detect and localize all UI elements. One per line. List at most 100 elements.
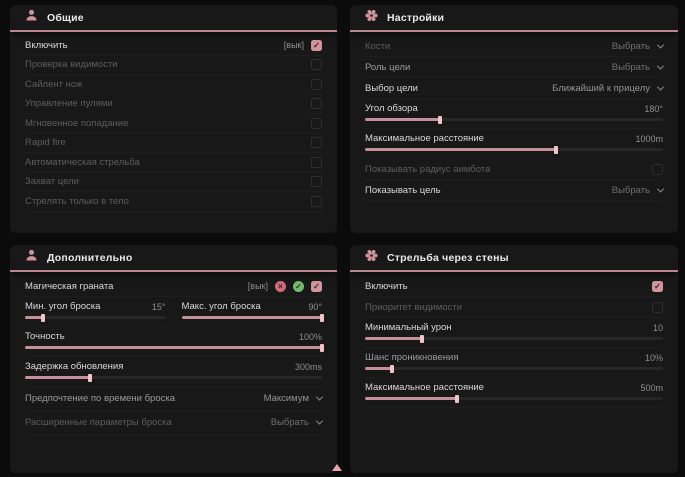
- panel-settings: Настройки Кости Выбрать Роль цели Выбрат…: [350, 5, 678, 233]
- toggle-row-bullet-control[interactable]: Управление пулями: [25, 95, 322, 114]
- toggle-label: Автоматическая стрельба: [25, 156, 140, 168]
- dropdown-row-advanced-throw[interactable]: Расширенные параметры броска Выбрать: [25, 411, 324, 435]
- slider-thumb[interactable]: [88, 373, 93, 382]
- chevron-down-icon: [315, 417, 324, 425]
- toggle-label: Сайлент нож: [25, 78, 83, 90]
- slider-thumb[interactable]: [320, 313, 324, 322]
- slider-value: 15°: [151, 301, 166, 312]
- checkbox[interactable]: [311, 59, 322, 71]
- panel-wallbang-header: Стрельба через стены: [350, 245, 678, 272]
- dropdown-label: Показывать цель: [365, 184, 441, 196]
- dropdown-row-bones[interactable]: Кости Выбрать: [365, 36, 665, 57]
- checkbox[interactable]: [652, 163, 663, 175]
- toggle-label: Включить: [25, 39, 68, 51]
- dropdown-value: Ближайший к прицелу: [552, 82, 650, 94]
- slider[interactable]: [365, 394, 663, 403]
- checkbox[interactable]: [311, 156, 322, 168]
- chevron-down-icon: [315, 393, 324, 401]
- toggle-row-auto-fire[interactable]: Автоматическая стрельба: [25, 153, 322, 173]
- x-icon[interactable]: ×: [275, 280, 286, 292]
- slider[interactable]: [365, 364, 663, 373]
- slider-row-fov: Угол обзора 180°: [365, 99, 663, 129]
- gear-icon: [365, 249, 378, 267]
- dropdown[interactable]: Выбрать: [270, 417, 324, 428]
- dropdown-value: Выбрать: [611, 184, 650, 196]
- panel-title: Дополнительно: [47, 251, 133, 264]
- slider-thumb[interactable]: [437, 115, 442, 124]
- cursor-indicator: [332, 464, 342, 471]
- toggle-row-magic-grenade[interactable]: Магическая граната [вык] × ✓: [25, 276, 322, 297]
- dropdown[interactable]: Ближайший к прицелу: [552, 82, 665, 94]
- dropdown-value: Выбрать: [270, 417, 309, 428]
- toggle-row-target-lock[interactable]: Захват цели: [25, 173, 322, 192]
- slider-thumb[interactable]: [41, 313, 46, 322]
- slider-value: 100%: [298, 331, 322, 342]
- toggle-row-enable[interactable]: Включить [вык]: [25, 36, 322, 56]
- checkbox[interactable]: [311, 137, 322, 149]
- dropdown[interactable]: Выбрать: [611, 184, 665, 196]
- panel-title: Общие: [47, 11, 84, 24]
- dropdown-label: Расширенные параметры броска: [25, 417, 172, 428]
- dropdown-row-target-role[interactable]: Роль цели Выбрать: [365, 57, 665, 78]
- slider-row-min-damage: Минимальный урон 10: [365, 318, 663, 348]
- slider-label: Минимальный урон: [365, 322, 452, 333]
- slider-thumb[interactable]: [419, 334, 424, 343]
- person-icon: [25, 249, 38, 267]
- slider-value: 300ms: [294, 361, 322, 372]
- toggle-row-show-aim-radius[interactable]: Показывать радиус аимбота: [365, 159, 663, 180]
- dropdown-row-show-target[interactable]: Показывать цель Выбрать: [365, 180, 665, 201]
- toggle-label: Приоритет видимости: [365, 301, 462, 313]
- slider[interactable]: [25, 343, 324, 352]
- check-icon[interactable]: ✓: [293, 280, 304, 292]
- chevron-down-icon: [656, 62, 665, 70]
- slider-label: Шанс проникновения: [365, 352, 459, 363]
- dropdown[interactable]: Выбрать: [612, 62, 665, 73]
- slider-label: Задержка обновления: [25, 361, 124, 372]
- checkbox[interactable]: [311, 98, 322, 110]
- slider[interactable]: [365, 145, 663, 154]
- slider-thumb[interactable]: [389, 364, 394, 373]
- slider-label: Угол обзора: [365, 103, 418, 114]
- slider[interactable]: [365, 334, 663, 343]
- panel-settings-header: Настройки: [350, 5, 678, 32]
- checkbox[interactable]: [652, 280, 663, 292]
- dropdown-label: Роль цели: [365, 61, 411, 73]
- checkbox[interactable]: [311, 280, 322, 292]
- dropdown-row-target-select[interactable]: Выбор цели Ближайший к прицелу: [365, 78, 665, 99]
- panel-title: Настройки: [387, 11, 445, 24]
- slider[interactable]: [25, 373, 322, 382]
- dropdown[interactable]: Максимум: [264, 393, 324, 404]
- slider-row-max-distance-wallbang: Максимальное расстояние 500m: [365, 378, 663, 408]
- slider-thumb[interactable]: [553, 145, 558, 154]
- toggle-row-body-only[interactable]: Стрелять только в тело: [25, 192, 322, 212]
- slider-row-max-distance: Максимальное расстояние 1000m: [365, 129, 663, 159]
- toggle-row-visibility-check[interactable]: Проверка видимости: [25, 56, 322, 75]
- toggle-row-visibility-priority[interactable]: Приоритет видимости: [365, 297, 663, 318]
- checkbox[interactable]: [311, 39, 322, 51]
- slider[interactable]: [181, 313, 324, 322]
- slider-label: Макс. угол броска: [181, 301, 261, 312]
- checkbox[interactable]: [311, 117, 322, 129]
- chevron-down-icon: [656, 83, 665, 91]
- toggle-row-rapid-fire[interactable]: Rapid fire: [25, 134, 322, 153]
- slider[interactable]: [25, 313, 166, 322]
- dropdown[interactable]: Выбрать: [612, 41, 665, 52]
- slider-thumb[interactable]: [320, 343, 324, 352]
- slider-label: Максимальное расстояние: [365, 382, 484, 393]
- checkbox[interactable]: [311, 176, 322, 188]
- toggle-row-enable-wallbang[interactable]: Включить: [365, 276, 663, 297]
- checkbox[interactable]: [311, 78, 322, 90]
- dropdown-row-throw-time-pref[interactable]: Предпочтение по времени броска Максимум: [25, 387, 324, 411]
- slider-label: Точность: [25, 331, 65, 342]
- panel-title: Стрельба через стены: [387, 251, 509, 264]
- slider-value: 10%: [644, 352, 663, 363]
- toggle-label: Магическая граната: [25, 280, 114, 292]
- slider-row-max-throw-angle: Макс. угол броска 90°: [181, 297, 324, 327]
- checkbox[interactable]: [652, 301, 663, 313]
- toggle-row-silent-knife[interactable]: Сайлент нож: [25, 75, 322, 95]
- checkbox[interactable]: [311, 195, 322, 207]
- slider[interactable]: [365, 115, 663, 124]
- slider-thumb[interactable]: [455, 394, 460, 403]
- toggle-row-instant-hit[interactable]: Мгновенное попадание: [25, 114, 322, 134]
